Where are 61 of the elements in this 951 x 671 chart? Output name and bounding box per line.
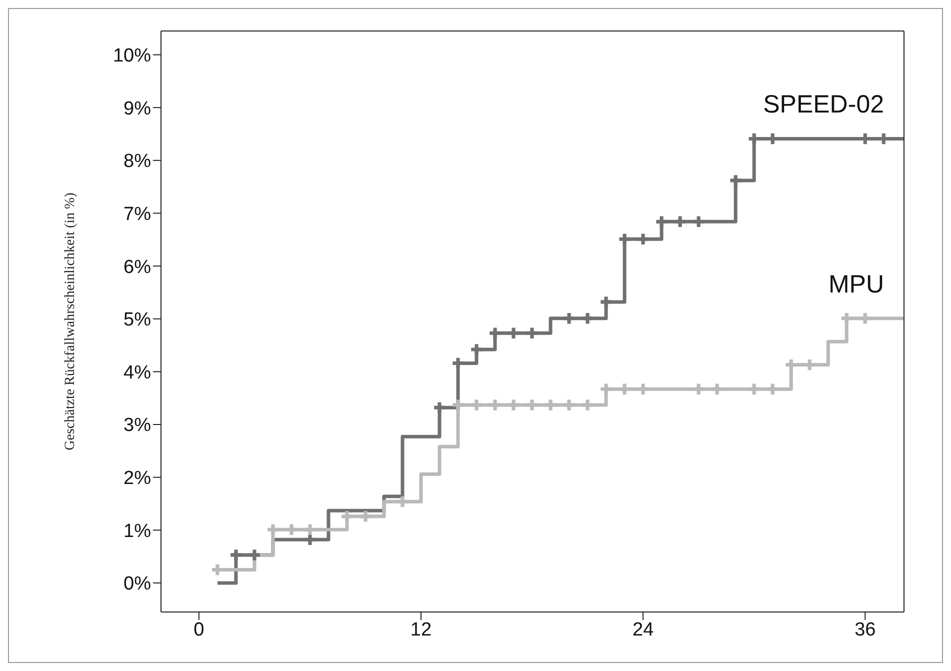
point (304, 534, 316, 546)
point (286, 524, 297, 535)
y-tick-label: 5% (124, 310, 152, 331)
point (619, 384, 630, 394)
series-label: SPEED-02 (763, 90, 884, 119)
point (638, 234, 648, 244)
y-tick-label: 7% (124, 204, 152, 225)
point (804, 359, 815, 370)
x-tick-label: 0 (194, 619, 204, 640)
point (767, 384, 778, 394)
point (600, 384, 612, 394)
y-tick-label: 8% (124, 151, 152, 172)
y-tick-label: 2% (124, 468, 152, 490)
x-tick-label: 36 (854, 619, 876, 640)
point (249, 550, 260, 560)
point (582, 400, 593, 410)
point (452, 358, 464, 369)
y-tick-label: 10% (112, 46, 152, 67)
point (860, 312, 871, 324)
point (434, 402, 445, 413)
point (693, 216, 704, 228)
y-tick-label: 3% (124, 415, 152, 436)
point (471, 344, 482, 355)
point (230, 550, 242, 560)
point (638, 384, 648, 394)
point (674, 216, 686, 228)
point (712, 384, 722, 394)
point (526, 400, 538, 410)
point (545, 400, 556, 410)
point (600, 296, 612, 308)
x-tick-label: 12 (410, 619, 432, 640)
y-axis-title: Geschätzte Rückfallwahrscheinlichkeit (in %) (62, 192, 78, 450)
series-label: MPU (828, 270, 884, 298)
point (693, 384, 704, 394)
point (490, 328, 500, 338)
point (490, 400, 500, 410)
point (841, 312, 852, 324)
point (508, 400, 519, 410)
x-tick-label: 24 (632, 619, 654, 640)
point (582, 312, 593, 324)
point (730, 175, 741, 186)
point (564, 400, 574, 410)
y-tick-label: 4% (124, 362, 152, 384)
point (508, 328, 519, 338)
point (526, 328, 538, 338)
y-tick-label: 1% (124, 520, 152, 542)
point (268, 524, 278, 535)
point (452, 400, 464, 410)
point (397, 496, 408, 507)
point (471, 400, 482, 410)
point (619, 234, 630, 244)
point (748, 384, 760, 394)
point (656, 216, 667, 228)
y-tick-label: 9% (124, 98, 152, 120)
point (564, 312, 574, 324)
y-tick-label: 6% (124, 256, 152, 278)
point (304, 524, 316, 535)
point (786, 359, 796, 370)
point (342, 511, 352, 522)
y-tick-label: 0% (124, 574, 152, 595)
point (360, 511, 371, 522)
